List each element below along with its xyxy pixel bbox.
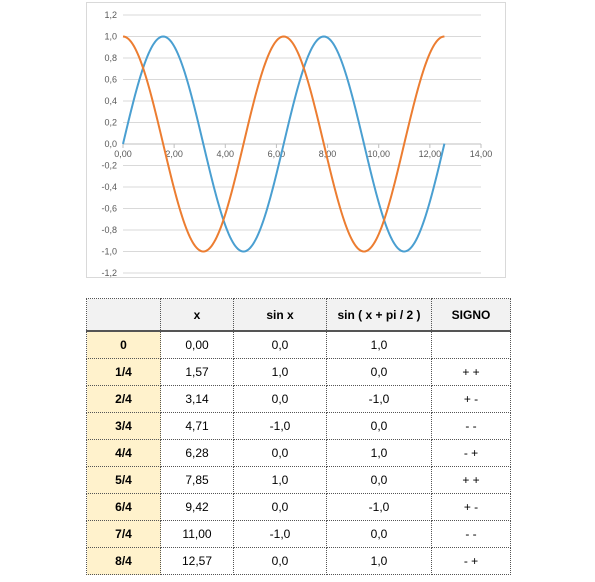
table-row: 1/4 1,57 1,0 0,0 + + (86, 358, 511, 386)
y-tick-label: 0,8 (104, 53, 117, 63)
y-tick-label: -0,2 (101, 161, 117, 171)
signo-cell (431, 330, 511, 359)
table-row: 0 0,00 0,0 1,0 (86, 330, 511, 359)
y-tick-label: -0,8 (101, 225, 117, 235)
signo-cell: + + (431, 358, 511, 386)
x-cell: 6,28 (160, 439, 234, 467)
sin-shifted-cell: 1,0 (326, 330, 432, 359)
table-row: 2/4 3,14 0,0 -1,0 + - (86, 385, 511, 413)
signo-cell: + + (431, 466, 511, 494)
sin-x-cell: -1,0 (233, 412, 327, 440)
table-row: 7/4 11,00 -1,0 0,0- - (86, 520, 511, 548)
header-blank (86, 298, 161, 332)
x-cell: 1,57 (160, 358, 234, 386)
sin-x-cell: 1,0 (233, 358, 327, 386)
table-row: 8/4 12,57 0,0 1,0- + (86, 547, 511, 575)
x-cell: 4,71 (160, 412, 234, 440)
sin-x-cell: 0,0 (233, 385, 327, 413)
sin-x-cell: 0,0 (233, 439, 327, 467)
signo-cell: + - (431, 493, 511, 521)
y-tick-label: 0,0 (104, 139, 117, 149)
y-tick-label: -0,6 (101, 204, 117, 214)
x-tick-label: 0,00 (114, 149, 132, 159)
signo-cell: - - (431, 412, 511, 440)
y-tick-label: 1,2 (104, 10, 117, 20)
x-cell: 12,57 (160, 547, 234, 575)
fraction-cell: 0 (86, 330, 161, 359)
fraction-cell: 8/4 (86, 547, 161, 575)
signo-cell: - + (431, 547, 511, 575)
fraction-cell: 2/4 (86, 385, 161, 413)
signo-cell: + - (431, 385, 511, 413)
series-sin-line (122, 35, 446, 253)
x-tick-label: 12,00 (419, 149, 442, 159)
table-row: 3/4 4,71 -1,0 0,0- - (86, 412, 511, 440)
sin-shifted-cell: 1,0 (326, 547, 432, 575)
sin-shifted-cell: 0,0 (326, 466, 432, 494)
x-cell: 0,00 (160, 330, 234, 359)
sin-shifted-cell: -1,0 (326, 493, 432, 521)
sin-x-cell: 0,0 (233, 330, 327, 359)
sin-x-cell: 0,0 (233, 493, 327, 521)
x-tick-label: 2,00 (165, 149, 183, 159)
sin-shifted-cell: 0,0 (326, 412, 432, 440)
fraction-cell: 7/4 (86, 520, 161, 548)
line-chart: 1,2 1,0 0,8 0,6 0,4 0,2 0,0 -0,2 -0,4 -0,6 -0,8 -1,… (101, 10, 493, 278)
x-cell: 9,42 (160, 493, 234, 521)
x-cell: 11,00 (160, 520, 234, 548)
x-tick-label: 14,00 (470, 149, 493, 159)
y-tick-label: -1,0 (101, 247, 117, 257)
values-table: x sin x sin ( x + pi / 2 ) SIGNO 0 0,00 0,… (86, 298, 511, 575)
fraction-cell: 6/4 (86, 493, 161, 521)
y-tick-label: 0,6 (104, 75, 117, 85)
y-tick-label: 0,2 (104, 118, 117, 128)
y-tick-label: -1,2 (101, 268, 117, 278)
signo-cell: - + (431, 439, 511, 467)
table-header-row: x sin x sin ( x + pi / 2 ) SIGNO (86, 298, 511, 332)
series-cos-line (122, 35, 445, 253)
y-tick-label: 1,0 (104, 32, 117, 42)
sin-shifted-cell: 1,0 (326, 439, 432, 467)
sin-shifted-cell: 0,0 (326, 520, 432, 548)
sin-x-cell: -1,0 (233, 520, 327, 548)
chart-area: 1,2 1,0 0,8 0,6 0,4 0,2 0,0 -0,2 -0,4 -0,6 -0,8 -1,… (86, 2, 506, 278)
sin-x-cell: 0,0 (233, 547, 327, 575)
x-cell: 3,14 (160, 385, 234, 413)
x-tick-label: 8,00 (319, 149, 337, 159)
x-tick-label: 10,00 (367, 149, 390, 159)
y-tick-label: -0,4 (101, 182, 117, 192)
x-cell: 7,85 (160, 466, 234, 494)
x-tick-label: 6,00 (268, 149, 286, 159)
header-signo: SIGNO (431, 298, 511, 332)
fraction-cell: 3/4 (86, 412, 161, 440)
sin-shifted-cell: 0,0 (326, 358, 432, 386)
fraction-cell: 4/4 (86, 439, 161, 467)
table-row: 5/4 7,85 1,0 0,0 + + (86, 466, 511, 494)
x-tick-label: 4,00 (217, 149, 235, 159)
sin-x-cell: 1,0 (233, 466, 327, 494)
y-tick-label: 0,4 (104, 96, 117, 106)
header-sin-shifted: sin ( x + pi / 2 ) (326, 298, 432, 332)
table-row: 4/4 6,28 0,0 1,0- + (86, 439, 511, 467)
header-sin-x: sin x (233, 298, 327, 332)
table-body: 0 0,00 0,0 1,0 1/4 1,57 1,0 0,0 + +2/4 3,14 0,0 -1,… (86, 330, 511, 575)
sin-shifted-cell: -1,0 (326, 385, 432, 413)
table-row: 6/4 9,42 0,0 -1,0 + - (86, 493, 511, 521)
header-x: x (160, 298, 234, 332)
signo-cell: - - (431, 520, 511, 548)
fraction-cell: 5/4 (86, 466, 161, 494)
fraction-cell: 1/4 (86, 358, 161, 386)
